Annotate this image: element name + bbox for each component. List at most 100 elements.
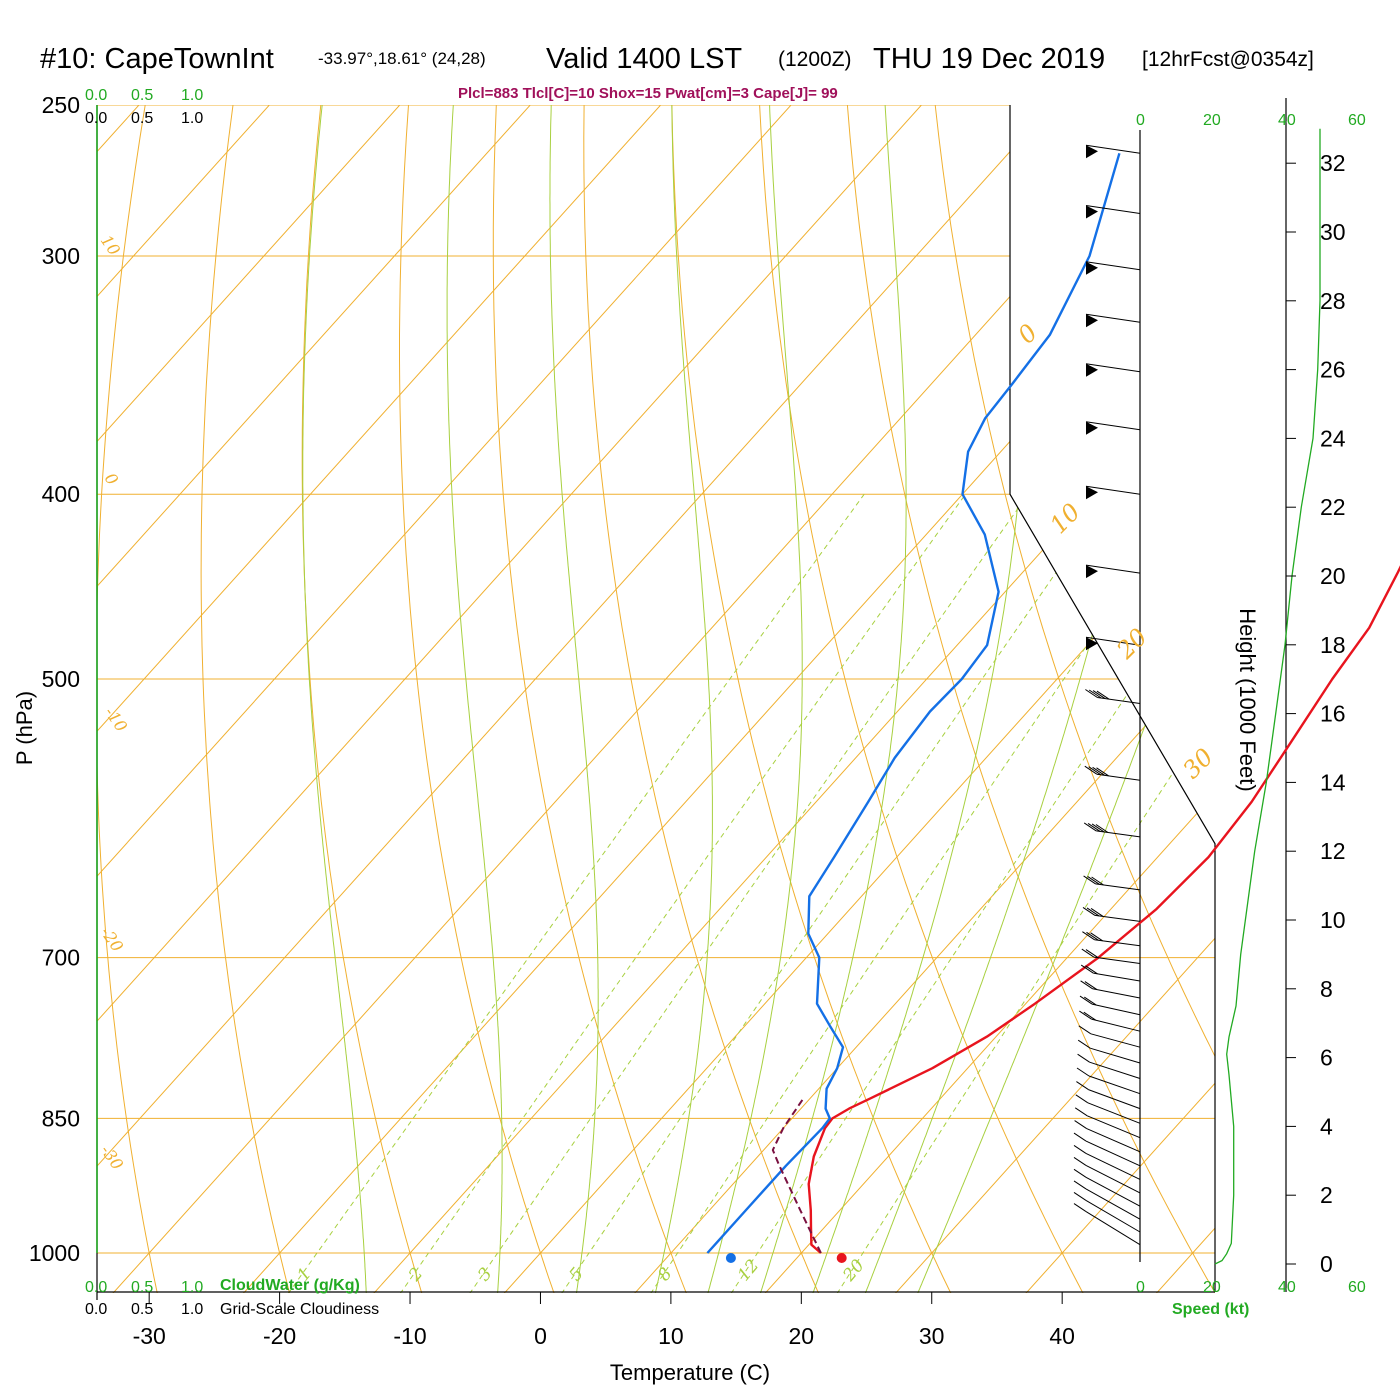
dry-adiabat-label-10: 10 bbox=[97, 231, 124, 259]
temp-tick--10: -10 bbox=[393, 1323, 426, 1349]
valid-date: THU 19 Dec 2019 bbox=[873, 43, 1105, 75]
isotherm--90 bbox=[97, 105, 431, 1293]
wind-barb-990 bbox=[1073, 1203, 1141, 1246]
cloudiness-scale-top-1: 0.5 bbox=[131, 110, 153, 127]
speed-label: Speed (kt) bbox=[1172, 1301, 1249, 1318]
wind-barb-960 bbox=[1073, 1180, 1141, 1220]
height-tick-28: 28 bbox=[1320, 288, 1346, 314]
wind-barb-765 bbox=[1079, 1010, 1141, 1032]
height-tick-30: 30 bbox=[1320, 219, 1346, 245]
wind-barb-900 bbox=[1073, 1132, 1141, 1167]
speed-tick-top-1: 20 bbox=[1203, 112, 1221, 129]
mixing-ratio-label-12: 12 bbox=[734, 1256, 763, 1285]
dry-adiabat--20 bbox=[200, 105, 293, 1293]
speed-tick-3: 60 bbox=[1348, 1279, 1366, 1296]
mixing-ratio-5 bbox=[555, 493, 1112, 1293]
moist-adiabat-0 bbox=[446, 105, 503, 1293]
dry-adiabat-70 bbox=[1018, 105, 1215, 1293]
dry-adiabat-40 bbox=[757, 105, 1088, 1293]
wind-barb-945 bbox=[1073, 1168, 1141, 1207]
height-tick-2: 2 bbox=[1320, 1182, 1333, 1208]
height-tick-0: 0 bbox=[1320, 1251, 1333, 1277]
cloudiness-scale-top-2: 1.0 bbox=[181, 110, 203, 127]
cloudwater-scale-top-1: 0.5 bbox=[131, 87, 153, 104]
dewpoint-profile bbox=[706, 152, 1121, 1254]
wind-barb-870 bbox=[1074, 1107, 1141, 1139]
wind-barb-345 bbox=[1085, 363, 1141, 377]
moist-adiabat-20 bbox=[757, 105, 907, 1293]
wind-barb-750 bbox=[1079, 995, 1141, 1016]
wind-barb-840 bbox=[1076, 1081, 1141, 1110]
wind-barb-975 bbox=[1073, 1191, 1141, 1233]
pressure-tick-700: 700 bbox=[42, 945, 80, 971]
speed-tick-top-3: 60 bbox=[1348, 112, 1366, 129]
temp-tick-40: 40 bbox=[1049, 1323, 1075, 1349]
wind-barb-855 bbox=[1075, 1094, 1141, 1124]
dry-adiabat-50 bbox=[844, 105, 1215, 1293]
height-tick-32: 32 bbox=[1320, 150, 1346, 176]
cloudwater-scale-0: 0.0 bbox=[85, 1279, 107, 1296]
wind-barb-690 bbox=[1082, 931, 1141, 947]
mixing-ratio-12 bbox=[725, 493, 1215, 1293]
wind-barb-265 bbox=[1085, 144, 1141, 159]
wind-barb-605 bbox=[1083, 822, 1141, 838]
wind-barb-735 bbox=[1080, 980, 1141, 999]
dry-adiabat-label--30: -30 bbox=[97, 1141, 127, 1173]
mixing-ratio-2 bbox=[394, 493, 966, 1293]
dry-adiabat-label-0: 0 bbox=[101, 469, 122, 488]
isotherm--80 bbox=[97, 105, 562, 1293]
isotherm-label-0: 0 bbox=[1012, 319, 1043, 350]
dry-adiabat-label--20: -20 bbox=[97, 923, 127, 955]
parcel-profile bbox=[771, 1098, 822, 1254]
cloudiness-scale-0: 0.0 bbox=[85, 1301, 107, 1318]
dry-adiabat-60 bbox=[931, 105, 1215, 1293]
moist-adiabat-16 bbox=[705, 105, 803, 1293]
isotherm-30 bbox=[887, 105, 1215, 1293]
temp-tick-30: 30 bbox=[919, 1323, 945, 1349]
pressure-tick-300: 300 bbox=[42, 243, 80, 269]
mixing-ratio-3 bbox=[463, 493, 1029, 1293]
height-tick-10: 10 bbox=[1320, 907, 1346, 933]
isobars bbox=[97, 105, 1215, 1254]
wind-barb-325 bbox=[1085, 313, 1141, 328]
dry-adiabat-100 bbox=[1279, 71, 1400, 1301]
dry-adiabat-90 bbox=[1191, 105, 1215, 1293]
moist-adiabat-6 bbox=[549, 105, 599, 1293]
height-tick-20: 20 bbox=[1320, 563, 1346, 589]
wind-barb-720 bbox=[1080, 964, 1141, 982]
temp-tick-20: 20 bbox=[789, 1323, 815, 1349]
cloudwater-scale-top-0: 0.0 bbox=[85, 87, 107, 104]
pressure-tick-250: 250 bbox=[42, 92, 80, 118]
cloudwater-scale-top-2: 1.0 bbox=[181, 87, 203, 104]
height-tick-14: 14 bbox=[1320, 769, 1346, 795]
speed-tick-1: 20 bbox=[1203, 1279, 1221, 1296]
isotherm--10 bbox=[366, 105, 1215, 1293]
station-coords: -33.97°,18.61° (24,28) bbox=[318, 49, 486, 68]
height-tick-22: 22 bbox=[1320, 494, 1346, 520]
wind-barbs bbox=[1073, 144, 1141, 1246]
wind-barb-795 bbox=[1077, 1039, 1141, 1064]
valid-time: Valid 1400 LST bbox=[546, 43, 742, 75]
isotherm-label-30: 30 bbox=[1177, 743, 1218, 784]
speed-tick-2: 40 bbox=[1278, 1279, 1296, 1296]
profiles bbox=[706, 152, 1400, 1263]
mixing-ratio-1 bbox=[282, 493, 865, 1293]
stability-indices: Plcl=883 Tlcl[C]=10 Shox=15 Pwat[cm]=3 C… bbox=[458, 85, 838, 102]
dry-adiabat--30 bbox=[97, 105, 160, 1293]
height-tick-18: 18 bbox=[1320, 632, 1346, 658]
dry-adiabat-label--10: -10 bbox=[101, 703, 131, 735]
pressure-tick-1000: 1000 bbox=[29, 1240, 80, 1266]
dry-adiabat-30 bbox=[670, 105, 956, 1293]
wind-barb-915 bbox=[1073, 1144, 1141, 1180]
surface-temperature-marker bbox=[836, 1253, 847, 1263]
isotherm--70 bbox=[97, 105, 692, 1293]
speed-tick-top-2: 40 bbox=[1278, 112, 1296, 129]
temp-tick--20: -20 bbox=[263, 1323, 296, 1349]
wind-barb-705 bbox=[1081, 948, 1141, 964]
moist-adiabat-12 bbox=[653, 105, 713, 1293]
wind-barb-305 bbox=[1085, 261, 1141, 275]
mixing-ratio-lines bbox=[282, 493, 1215, 1293]
isotherm-20 bbox=[757, 105, 1215, 1293]
